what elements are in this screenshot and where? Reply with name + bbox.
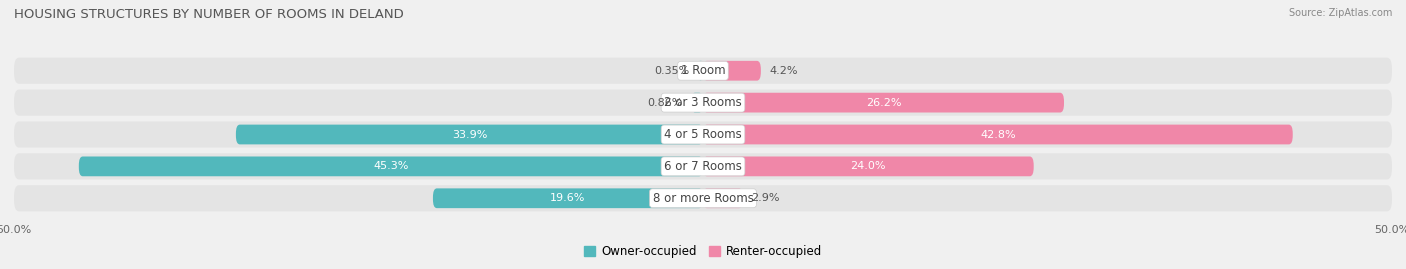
Text: 24.0%: 24.0% bbox=[851, 161, 886, 171]
FancyBboxPatch shape bbox=[703, 188, 742, 208]
Text: 26.2%: 26.2% bbox=[866, 98, 901, 108]
FancyBboxPatch shape bbox=[692, 93, 703, 112]
Text: 0.86%: 0.86% bbox=[648, 98, 683, 108]
Text: Source: ZipAtlas.com: Source: ZipAtlas.com bbox=[1288, 8, 1392, 18]
FancyBboxPatch shape bbox=[433, 188, 703, 208]
FancyBboxPatch shape bbox=[236, 125, 703, 144]
Text: 33.9%: 33.9% bbox=[451, 129, 486, 140]
Text: 6 or 7 Rooms: 6 or 7 Rooms bbox=[664, 160, 742, 173]
FancyBboxPatch shape bbox=[703, 61, 761, 81]
Text: HOUSING STRUCTURES BY NUMBER OF ROOMS IN DELAND: HOUSING STRUCTURES BY NUMBER OF ROOMS IN… bbox=[14, 8, 404, 21]
Text: 2 or 3 Rooms: 2 or 3 Rooms bbox=[664, 96, 742, 109]
FancyBboxPatch shape bbox=[699, 61, 703, 81]
FancyBboxPatch shape bbox=[14, 58, 1392, 84]
FancyBboxPatch shape bbox=[14, 153, 1392, 179]
Text: 2.9%: 2.9% bbox=[751, 193, 780, 203]
Legend: Owner-occupied, Renter-occupied: Owner-occupied, Renter-occupied bbox=[579, 240, 827, 263]
Text: 45.3%: 45.3% bbox=[373, 161, 409, 171]
Text: 1 Room: 1 Room bbox=[681, 64, 725, 77]
Text: 19.6%: 19.6% bbox=[550, 193, 586, 203]
Text: 4.2%: 4.2% bbox=[769, 66, 797, 76]
FancyBboxPatch shape bbox=[14, 90, 1392, 116]
FancyBboxPatch shape bbox=[703, 157, 1033, 176]
FancyBboxPatch shape bbox=[14, 185, 1392, 211]
Text: 8 or more Rooms: 8 or more Rooms bbox=[652, 192, 754, 205]
Text: 0.35%: 0.35% bbox=[655, 66, 690, 76]
FancyBboxPatch shape bbox=[703, 93, 1064, 112]
FancyBboxPatch shape bbox=[79, 157, 703, 176]
FancyBboxPatch shape bbox=[14, 121, 1392, 148]
FancyBboxPatch shape bbox=[703, 125, 1292, 144]
Text: 4 or 5 Rooms: 4 or 5 Rooms bbox=[664, 128, 742, 141]
Text: 42.8%: 42.8% bbox=[980, 129, 1015, 140]
